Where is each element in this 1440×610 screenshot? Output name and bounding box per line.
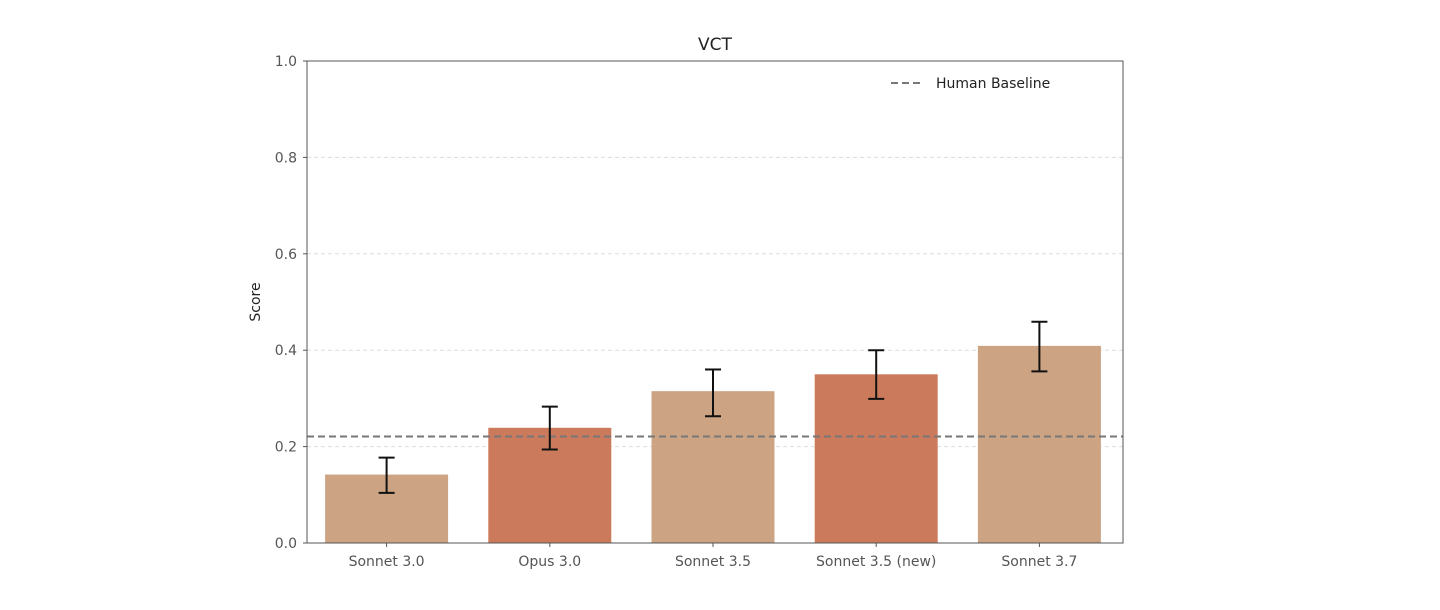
y-tick-label: 0.4 [275,343,297,359]
x-tick-label: Sonnet 3.0 [349,554,425,570]
y-tick-label: 0.2 [275,440,297,456]
y-tick-label: 0.6 [275,247,297,263]
x-tick-label: Sonnet 3.7 [1001,554,1077,570]
chart-title: VCT [698,35,732,55]
legend: Human Baseline [891,76,1050,92]
x-tick-label: Sonnet 3.5 (new) [816,554,936,570]
plot-frame [306,60,1124,544]
y-tick-label: 1.0 [275,54,297,70]
x-tick-label: Sonnet 3.5 [675,554,751,570]
y-tick-label: 0.8 [275,150,297,166]
y-tick-label: 0.0 [275,536,297,552]
legend-label: Human Baseline [936,76,1050,92]
bar [814,374,938,543]
x-tick-label: Opus 3.0 [518,554,581,570]
y-axis-label: Score [248,282,264,321]
bar [977,345,1101,543]
